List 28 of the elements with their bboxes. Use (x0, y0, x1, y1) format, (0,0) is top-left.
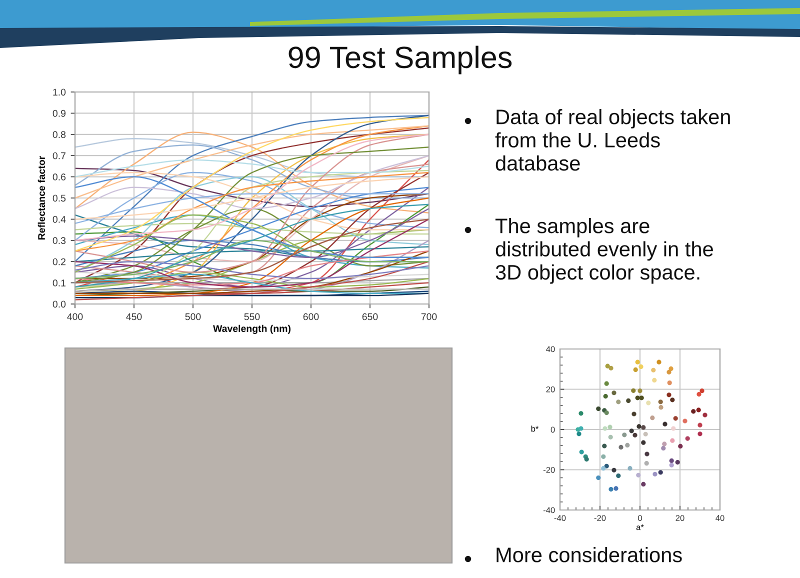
x-axis-title: Wavelength (nm) (213, 324, 290, 334)
x-tick-label: 700 (421, 313, 437, 320)
y-tick-label: 0.0 (52, 300, 66, 308)
y-tick-label: 0.4 (52, 216, 66, 223)
x-tick-label: 500 (185, 313, 201, 320)
y-tick-label: 0.2 (52, 258, 66, 266)
x-tick-label: 450 (126, 313, 142, 320)
x-tick-label: 20 (676, 515, 684, 521)
y-tick-label: 0.6 (52, 174, 66, 180)
x-tick-label: 600 (303, 313, 319, 320)
y-axis-title: Reflectance factor (38, 156, 45, 240)
x-tick-label: 550 (244, 313, 260, 320)
y-tick-label: 40 (546, 346, 555, 352)
y-tick-label: 0.3 (52, 237, 66, 244)
y-tick-label: 0.7 (52, 152, 66, 160)
text: Data of real objects taken from the U. Leeds database (495, 109, 730, 171)
x-tick-label: 650 (362, 313, 378, 320)
y-tick-label: 0.9 (52, 110, 66, 117)
y-tick-label: 0.5 (52, 194, 66, 202)
text: The samples are distributed evenly in the 3D object color space. (495, 218, 713, 284)
y-tick-label: 0.1 (52, 280, 66, 286)
y-tick-label: 1.0 (53, 88, 66, 96)
y-tick-label: 20 (546, 386, 555, 392)
y-tick-label: 0.8 (52, 131, 66, 138)
text: 99 Test Samples (288, 46, 512, 74)
x-tick-label: 40 (716, 515, 724, 521)
x-tick-label: 400 (67, 313, 83, 320)
text: More considerations (496, 547, 682, 562)
